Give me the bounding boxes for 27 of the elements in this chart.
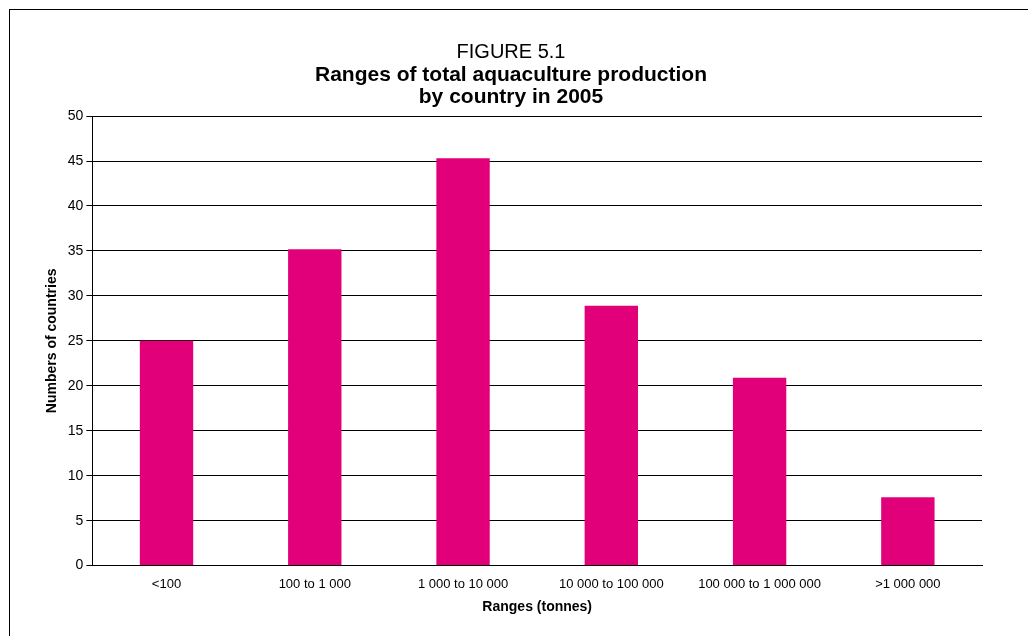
bar [436, 158, 490, 566]
y-tick-label: 25 [67, 331, 84, 348]
y-tick-label: 5 [75, 511, 84, 528]
y-tick-label: 45 [67, 151, 84, 168]
x-tick-label: >1 000 000 [875, 575, 941, 591]
y-tick-label: 50 [67, 106, 84, 123]
x-tick-label: <100 [151, 575, 182, 591]
bar [139, 340, 194, 566]
y-tick-label: 20 [67, 376, 84, 393]
y-axis-title: Numbers of countries [43, 268, 60, 414]
chart-title: FIGURE 5.1 [456, 39, 566, 62]
x-tick-label: 10 000 to 100 000 [558, 575, 664, 591]
y-tick-label: 0 [75, 556, 84, 573]
bar [584, 305, 639, 566]
y-tick-label: 15 [67, 421, 84, 438]
x-tick-label: 100 to 1 000 [278, 575, 351, 591]
chart-subtitle: Ranges of total aquaculture production by country in 2005 [314, 61, 708, 107]
x-tick-label: 100 000 to 1 000 000 [698, 575, 822, 591]
bar [288, 249, 342, 566]
y-tick-label: 30 [67, 286, 84, 303]
y-tick-label: 10 [67, 466, 84, 483]
bar [732, 377, 787, 566]
x-tick-label: 1 000 to 10 000 [417, 575, 509, 591]
y-tick-label: 35 [67, 241, 84, 258]
y-tick-label: 40 [67, 196, 84, 213]
bar [881, 497, 935, 566]
x-axis-title: Ranges (tonnes) [482, 598, 593, 615]
